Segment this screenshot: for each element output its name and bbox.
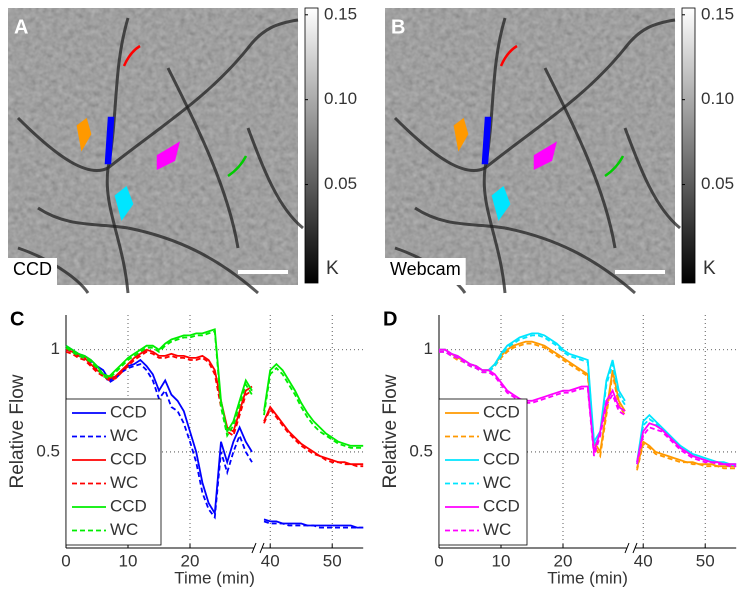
- image-caption: Webcam: [390, 259, 461, 279]
- vessel: [107, 18, 299, 170]
- legend-label: WC: [483, 426, 511, 445]
- panel-label: D: [383, 308, 397, 330]
- y-tick-label: 1: [424, 339, 433, 358]
- roi: [533, 141, 557, 171]
- legend-label: WC: [110, 426, 138, 445]
- image-panel: A CCD: [8, 8, 304, 295]
- y-tick-label: 0.5: [36, 441, 60, 460]
- x-tick-label: 50: [323, 551, 342, 570]
- colorbar-tick-label: 0.10: [324, 89, 357, 108]
- panel-label: A: [14, 16, 28, 38]
- vessel: [16, 116, 109, 173]
- legend-label: WC: [110, 473, 138, 492]
- image-texture: [385, 8, 675, 285]
- roi: [604, 155, 625, 178]
- colorbar-tick-label: 0.05: [701, 174, 734, 193]
- x-tick-label: 10: [119, 551, 138, 570]
- legend-label: WC: [110, 520, 138, 539]
- x-tick-label: 50: [696, 551, 715, 570]
- vessel: [414, 206, 506, 230]
- x-tick-label: 20: [181, 551, 200, 570]
- colorbar: [304, 7, 319, 284]
- x-tick-label: 40: [634, 551, 653, 570]
- scale-bar: [615, 270, 665, 274]
- vessel: [484, 18, 676, 170]
- axis-break: [624, 542, 638, 554]
- vessel: [543, 67, 617, 249]
- image-shade: [8, 8, 298, 285]
- colorbar-tick-label: 0.15: [324, 4, 357, 23]
- y-tick-label: 1: [51, 339, 60, 358]
- colorbar-unit: K: [703, 258, 716, 279]
- series-line: [65, 330, 364, 449]
- x-tick-label: 20: [554, 551, 573, 570]
- vessel: [127, 226, 259, 295]
- vessel: [37, 206, 129, 230]
- x-tick-label: 0: [61, 551, 70, 570]
- legend-label: CCD: [110, 402, 147, 421]
- vessel: [17, 246, 90, 294]
- legend-label: CCD: [483, 449, 520, 468]
- vessel: [393, 116, 486, 173]
- legend-label: WC: [483, 520, 511, 539]
- panel-label: C: [10, 308, 24, 330]
- legend-box: [438, 398, 528, 546]
- x-axis-label: Time (min): [174, 568, 255, 587]
- legend-label: CCD: [483, 496, 520, 515]
- caption-box: [8, 258, 57, 285]
- series-line: [65, 328, 364, 447]
- vessel: [623, 127, 681, 230]
- roi: [114, 185, 134, 221]
- roi: [104, 116, 115, 165]
- y-axis-label: Relative Flow: [380, 374, 401, 488]
- vessel: [166, 67, 240, 249]
- y-axis-label: Relative Flow: [7, 374, 28, 488]
- series-line: [65, 350, 364, 468]
- image-panel: B Webcam: [385, 8, 681, 295]
- legend-box: [65, 398, 162, 546]
- image-texture: [8, 8, 298, 285]
- panel-label: B: [391, 16, 405, 38]
- caption-box: [385, 258, 466, 285]
- roi: [481, 116, 492, 165]
- colorbar-tick-label: 0.05: [324, 174, 357, 193]
- colorbar-tick-label: 0.15: [701, 4, 734, 23]
- vessel: [246, 127, 304, 230]
- series-line: [439, 350, 737, 468]
- colorbar-unit: K: [326, 258, 339, 279]
- scale-bar: [238, 270, 288, 274]
- roi: [76, 117, 92, 152]
- roi: [499, 44, 518, 67]
- legend-label: CCD: [483, 402, 520, 421]
- legend-label: CCD: [110, 496, 147, 515]
- vessel: [504, 226, 636, 295]
- roi: [122, 44, 141, 67]
- roi: [156, 141, 180, 171]
- axis-break: [251, 542, 265, 554]
- image-caption: CCD: [13, 259, 52, 279]
- x-tick-label: 10: [492, 551, 511, 570]
- roi: [227, 155, 248, 178]
- x-tick-label: 40: [261, 551, 280, 570]
- roi: [491, 185, 511, 221]
- legend-label: CCD: [110, 449, 147, 468]
- colorbar: [681, 7, 696, 284]
- image-shade: [385, 8, 675, 285]
- x-tick-label: 0: [434, 551, 443, 570]
- x-axis-label: Time (min): [547, 568, 628, 587]
- colorbar-tick-label: 0.10: [701, 89, 734, 108]
- roi: [453, 117, 469, 152]
- y-tick-label: 0.5: [409, 441, 433, 460]
- legend-label: WC: [483, 473, 511, 492]
